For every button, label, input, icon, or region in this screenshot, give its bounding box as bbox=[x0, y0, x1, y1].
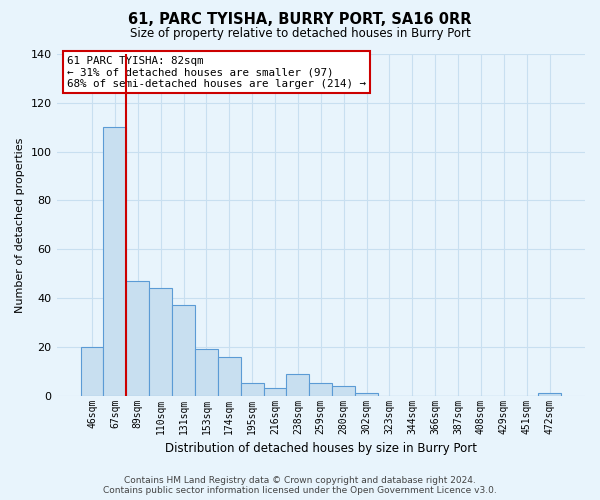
Bar bbox=[127, 281, 149, 396]
X-axis label: Distribution of detached houses by size in Burry Port: Distribution of detached houses by size … bbox=[165, 442, 477, 455]
Bar bbox=[310, 384, 332, 396]
Bar bbox=[241, 384, 263, 396]
Bar bbox=[195, 350, 218, 396]
Text: 61 PARC TYISHA: 82sqm
← 31% of detached houses are smaller (97)
68% of semi-deta: 61 PARC TYISHA: 82sqm ← 31% of detached … bbox=[67, 56, 366, 89]
Bar bbox=[149, 288, 172, 396]
Bar bbox=[80, 347, 103, 396]
Bar bbox=[355, 393, 378, 396]
Bar bbox=[286, 374, 310, 396]
Bar bbox=[263, 388, 286, 396]
Bar bbox=[538, 393, 561, 396]
Bar bbox=[172, 306, 195, 396]
Text: Contains HM Land Registry data © Crown copyright and database right 2024.
Contai: Contains HM Land Registry data © Crown c… bbox=[103, 476, 497, 495]
Text: Size of property relative to detached houses in Burry Port: Size of property relative to detached ho… bbox=[130, 28, 470, 40]
Text: 61, PARC TYISHA, BURRY PORT, SA16 0RR: 61, PARC TYISHA, BURRY PORT, SA16 0RR bbox=[128, 12, 472, 28]
Bar bbox=[332, 386, 355, 396]
Bar bbox=[218, 356, 241, 396]
Bar bbox=[103, 127, 127, 396]
Y-axis label: Number of detached properties: Number of detached properties bbox=[15, 137, 25, 312]
